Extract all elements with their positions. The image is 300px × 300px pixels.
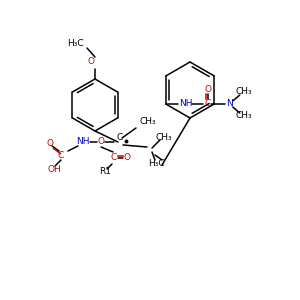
- Text: H₃C: H₃C: [67, 38, 83, 47]
- Text: C: C: [58, 152, 64, 160]
- Text: CH₃: CH₃: [236, 112, 252, 121]
- Text: O: O: [124, 154, 130, 163]
- Text: OH: OH: [47, 164, 61, 173]
- Text: CH₃: CH₃: [140, 118, 156, 127]
- Text: O: O: [204, 85, 211, 94]
- Text: O: O: [88, 58, 94, 67]
- Text: C: C: [117, 134, 123, 142]
- Text: NH: NH: [179, 100, 193, 109]
- Text: R1: R1: [99, 167, 111, 176]
- Text: H₃C: H₃C: [148, 160, 164, 169]
- Text: NH: NH: [76, 137, 90, 146]
- Text: C: C: [205, 100, 211, 109]
- Text: CH₃: CH₃: [236, 88, 252, 97]
- Text: N: N: [226, 100, 233, 109]
- Text: O: O: [98, 137, 104, 146]
- Text: C: C: [111, 154, 117, 163]
- Text: CH₃: CH₃: [156, 133, 172, 142]
- Text: O: O: [46, 140, 53, 148]
